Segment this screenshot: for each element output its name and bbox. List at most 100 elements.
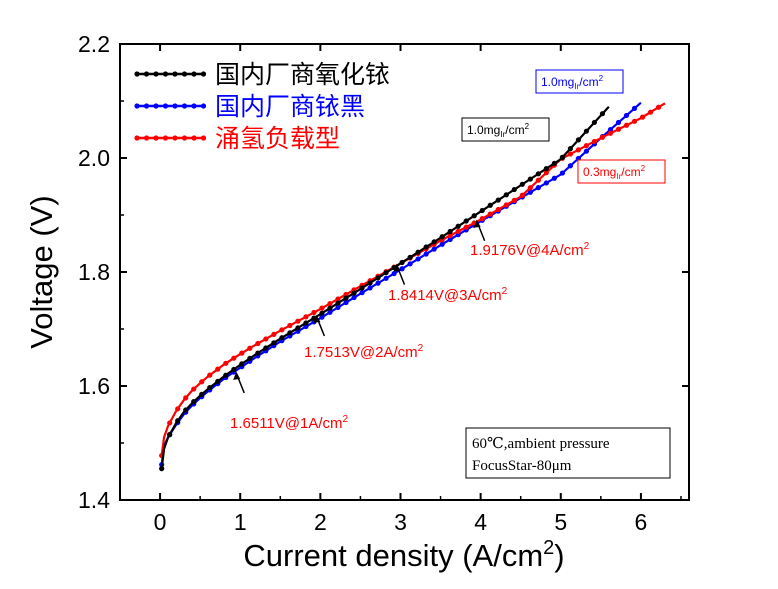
series-point bbox=[631, 105, 638, 111]
series-point bbox=[375, 280, 381, 286]
series-point bbox=[295, 325, 301, 331]
series-point bbox=[287, 330, 293, 336]
loading-label-blue: 1.0mgIr/cm2 bbox=[535, 69, 624, 94]
series-point bbox=[439, 241, 445, 247]
legend-marker bbox=[172, 103, 178, 109]
series-point bbox=[559, 170, 565, 176]
series-point bbox=[183, 407, 189, 413]
series-point bbox=[639, 114, 646, 120]
legend-label: 国内厂商氧化铱 bbox=[215, 60, 390, 89]
series-point bbox=[287, 322, 293, 329]
series-point bbox=[175, 418, 181, 424]
annotation-label: 1.7513V@2A/cm2 bbox=[304, 343, 424, 361]
series-point bbox=[599, 111, 606, 117]
series-point bbox=[511, 197, 517, 204]
series-point bbox=[495, 197, 501, 203]
svg-text:1.0mgIr/cm2: 1.0mgIr/cm2 bbox=[467, 122, 530, 139]
series-point bbox=[655, 104, 662, 110]
series-point bbox=[519, 192, 525, 198]
series-point bbox=[367, 285, 373, 291]
series-point bbox=[375, 275, 381, 281]
series-1 bbox=[159, 101, 642, 468]
series-point bbox=[511, 186, 517, 193]
legend-marker bbox=[134, 103, 140, 109]
series-point bbox=[327, 300, 333, 307]
y-tick-label: 2.0 bbox=[78, 145, 110, 171]
series-point bbox=[567, 151, 573, 157]
series-point bbox=[303, 314, 309, 320]
legend-marker bbox=[134, 71, 140, 77]
series-point bbox=[615, 126, 622, 132]
legend-marker bbox=[200, 103, 207, 109]
annotation-arrowhead bbox=[233, 371, 241, 380]
annotation-label: 1.9176V@4A/cm2 bbox=[470, 241, 590, 259]
series-point bbox=[543, 165, 549, 172]
legend-marker bbox=[143, 103, 150, 109]
series-point bbox=[223, 372, 229, 378]
series-point bbox=[343, 299, 349, 306]
series-point bbox=[463, 224, 469, 230]
y-tick-label: 1.8 bbox=[78, 259, 110, 285]
annotation-layer: 1.6511V@1A/cm2 1.7513V@2A/cm2 1.8414V@3A/c… bbox=[230, 219, 590, 432]
series-point bbox=[335, 300, 341, 306]
series-point bbox=[551, 160, 557, 166]
series-point bbox=[551, 175, 557, 181]
series-point bbox=[607, 126, 614, 133]
series-point bbox=[335, 304, 341, 310]
legend-marker bbox=[191, 71, 197, 77]
series-point bbox=[615, 119, 622, 126]
legend-marker bbox=[191, 135, 197, 141]
series-point bbox=[383, 275, 389, 281]
series-point bbox=[199, 379, 205, 385]
series-point bbox=[415, 256, 421, 262]
series-point bbox=[199, 391, 205, 397]
series-point bbox=[559, 154, 565, 160]
x-axis-title: Current density (A/cm2) bbox=[243, 537, 564, 573]
series-point bbox=[463, 218, 469, 224]
series-point bbox=[215, 366, 221, 372]
svg-text:1.0mgIr/cm2: 1.0mgIr/cm2 bbox=[541, 74, 604, 91]
series-layer bbox=[159, 101, 666, 472]
series-point bbox=[535, 185, 541, 191]
series-point bbox=[391, 270, 397, 277]
series-point bbox=[599, 134, 606, 140]
series-point bbox=[583, 143, 590, 149]
y-tick-label: 2.2 bbox=[78, 31, 110, 57]
series-point bbox=[479, 216, 485, 222]
series-point bbox=[535, 177, 541, 183]
x-tick-label: 0 bbox=[154, 509, 167, 535]
series-point bbox=[527, 176, 533, 182]
series-point bbox=[335, 296, 341, 302]
series-point bbox=[591, 119, 598, 126]
legend-marker bbox=[200, 135, 207, 141]
series-point bbox=[167, 431, 173, 438]
series-point bbox=[567, 163, 573, 169]
legend-marker bbox=[153, 135, 159, 141]
series-line bbox=[160, 105, 610, 469]
series-line bbox=[160, 102, 666, 456]
series-point bbox=[527, 189, 533, 195]
series-point bbox=[471, 213, 477, 219]
series-point bbox=[367, 280, 373, 286]
x-tick-label: 2 bbox=[314, 509, 327, 535]
series-point bbox=[263, 345, 269, 351]
x-tick-label: 5 bbox=[554, 509, 567, 535]
series-point bbox=[487, 202, 493, 208]
annotation-label: 1.8414V@3A/cm2 bbox=[388, 286, 508, 304]
legend-marker bbox=[143, 135, 150, 141]
annotation: 1.6511V@1A/cm2 bbox=[230, 371, 349, 432]
legend-marker bbox=[200, 71, 207, 77]
conditions-line-2: FocusStar-80μm bbox=[472, 458, 572, 474]
series-point bbox=[527, 185, 533, 191]
legend-label: 国内厂商铱黑 bbox=[215, 92, 365, 121]
series-point bbox=[447, 236, 453, 243]
legend-marker bbox=[162, 135, 169, 141]
series-point bbox=[311, 309, 317, 316]
series-point bbox=[575, 147, 582, 153]
series-point bbox=[455, 223, 461, 229]
series-point bbox=[647, 109, 654, 115]
series-point bbox=[567, 146, 573, 152]
series-point bbox=[623, 122, 630, 128]
series-point bbox=[207, 372, 213, 378]
series-point bbox=[255, 350, 261, 356]
